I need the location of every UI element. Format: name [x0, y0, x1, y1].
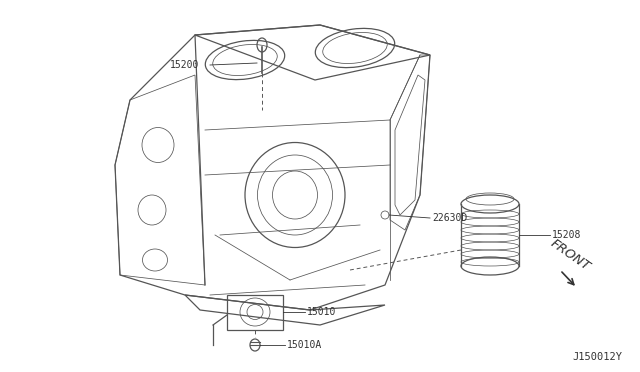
Text: 15010: 15010: [307, 307, 337, 317]
Text: J150012Y: J150012Y: [572, 352, 622, 362]
Text: 15208: 15208: [552, 230, 581, 240]
Text: 15200: 15200: [170, 60, 200, 70]
Text: 22630D: 22630D: [432, 213, 467, 223]
Text: 15010A: 15010A: [287, 340, 323, 350]
Text: FRONT: FRONT: [548, 237, 593, 273]
